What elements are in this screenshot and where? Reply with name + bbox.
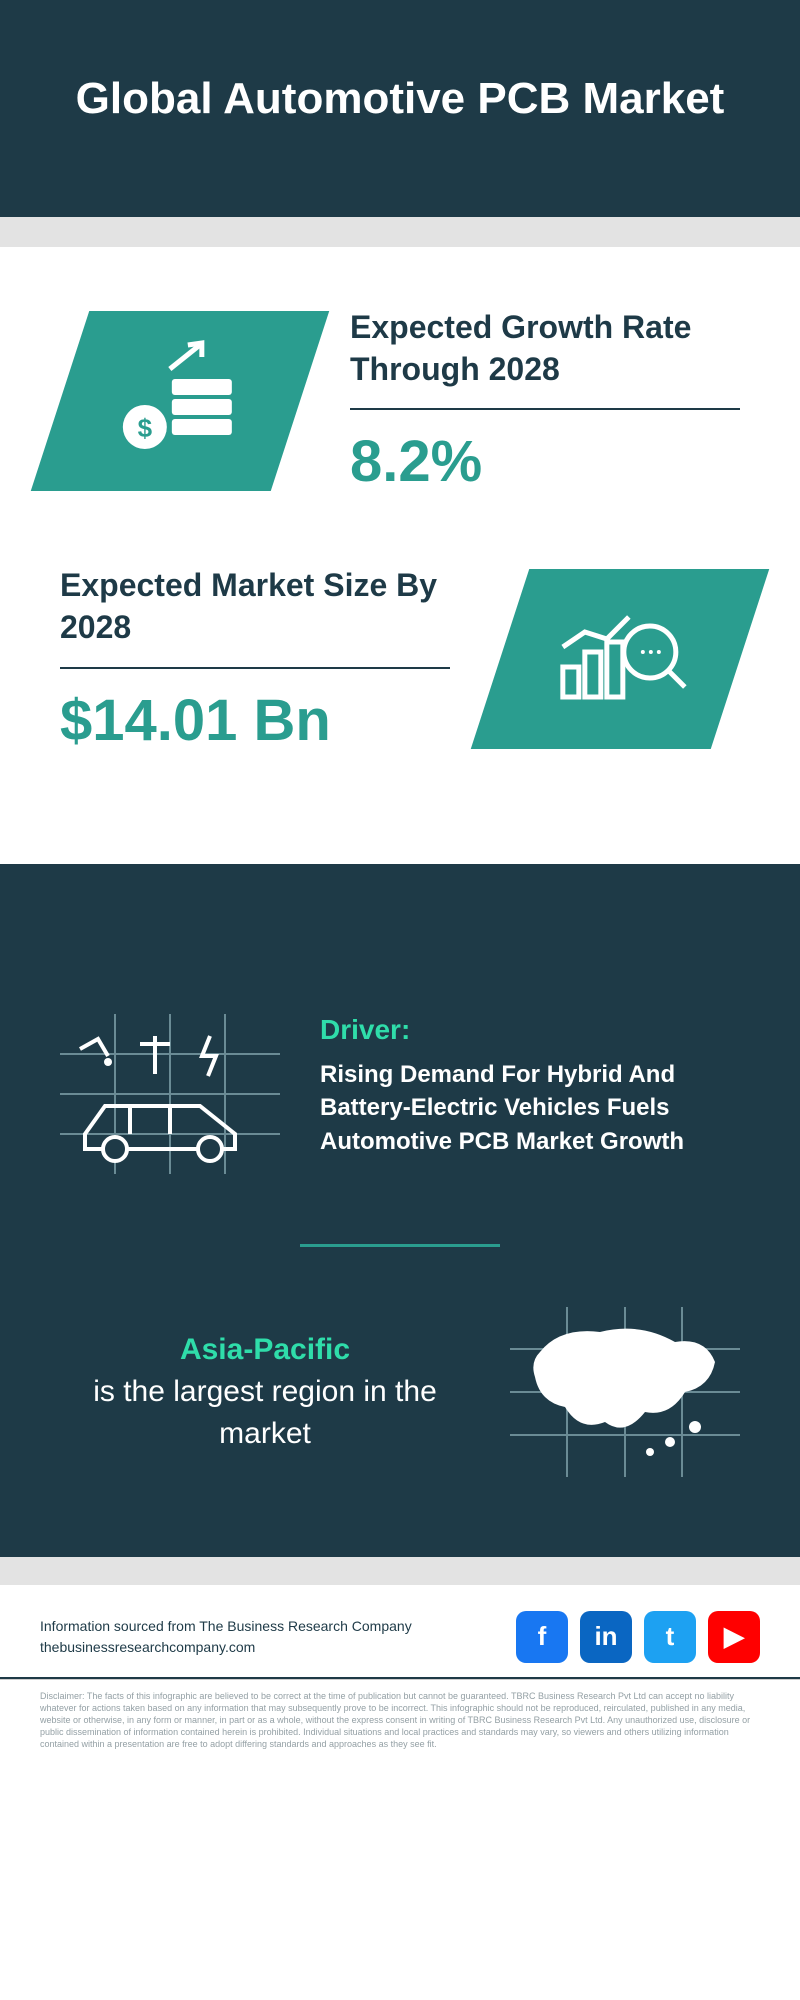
section-divider [300,1244,500,1247]
divider-band [0,217,800,247]
growth-rate-label: Expected Growth Rate Through 2028 [350,307,740,410]
market-size-value: $14.01 Bn [60,687,450,754]
source-attribution: Information sourced from The Business Re… [40,1616,412,1658]
growth-rate-stat: $ Expected Growth Rate Through 2028 8.2% [60,307,740,495]
stat-icon-tile: $ [31,311,329,491]
region-rest: is the largest region in the market [93,1375,437,1450]
stats-section: $ Expected Growth Rate Through 2028 8.2% [0,247,800,863]
region-text: Asia-Pacific is the largest region in th… [60,1329,470,1455]
disclaimer-text: Disclaimer: The facts of this infographi… [0,1679,800,1781]
region-highlight: Asia-Pacific [180,1333,350,1366]
facebook-icon[interactable]: f [516,1611,568,1663]
source-line2: thebusinessresearchcompany.com [40,1637,412,1658]
dark-section: Driver: Rising Demand For Hybrid And Bat… [0,984,800,1557]
market-size-stat: Expected Market Size By 2028 $14.01 Bn [60,565,740,753]
driver-body: Rising Demand For Hybrid And Battery-Ele… [320,1058,740,1159]
chart-analysis-icon [545,597,695,722]
asia-map-icon [510,1307,740,1477]
money-growth-icon: $ [110,339,250,464]
svg-text:$: $ [138,413,153,443]
twitter-icon[interactable]: t [644,1611,696,1663]
stat-text-block: Expected Market Size By 2028 $14.01 Bn [60,565,450,753]
region-block: Asia-Pacific is the largest region in th… [60,1307,740,1477]
driver-label: Driver: [320,1014,740,1046]
skyline-divider [0,864,800,984]
stat-text-block: Expected Growth Rate Through 2028 8.2% [350,307,740,495]
divider-band [0,1557,800,1585]
driver-text-block: Driver: Rising Demand For Hybrid And Bat… [320,1014,740,1159]
growth-rate-value: 8.2% [350,428,740,495]
ev-car-icon [60,1014,280,1174]
market-size-label: Expected Market Size By 2028 [60,565,450,668]
linkedin-icon[interactable]: in [580,1611,632,1663]
driver-block: Driver: Rising Demand For Hybrid And Bat… [60,1014,740,1174]
page-title: Global Automotive PCB Market [40,70,760,127]
stat-icon-tile [471,569,769,749]
social-links: f in t ▶ [516,1611,760,1663]
header-banner: Global Automotive PCB Market [0,0,800,217]
youtube-icon[interactable]: ▶ [708,1611,760,1663]
footer: Information sourced from The Business Re… [0,1585,800,1679]
source-line1: Information sourced from The Business Re… [40,1616,412,1637]
